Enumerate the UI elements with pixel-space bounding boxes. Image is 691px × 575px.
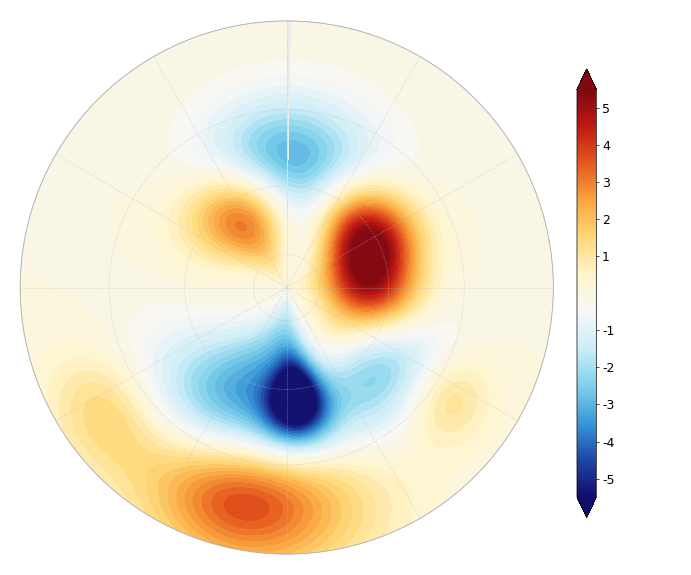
PathPatch shape (577, 497, 596, 518)
Point (281, 283, 292, 292)
Point (281, 283, 292, 292)
Point (281, 283, 292, 292)
Point (281, 283, 292, 292)
Point (281, 283, 292, 292)
Point (281, 283, 292, 292)
Point (281, 283, 292, 292)
Point (281, 283, 292, 292)
Point (281, 283, 292, 292)
Point (281, 283, 292, 292)
Point (281, 283, 292, 292)
Point (281, 283, 292, 292)
Point (281, 283, 292, 292)
Point (281, 283, 292, 292)
Circle shape (20, 21, 553, 554)
Point (281, 283, 292, 292)
Point (281, 283, 292, 292)
Point (281, 283, 292, 292)
Point (281, 283, 292, 292)
Point (281, 283, 292, 292)
Point (281, 283, 292, 292)
Point (281, 283, 292, 292)
Point (281, 283, 292, 292)
Point (281, 283, 292, 292)
Point (281, 283, 292, 292)
Point (281, 283, 292, 292)
Point (281, 283, 292, 292)
Point (281, 283, 292, 292)
Point (281, 283, 292, 292)
Point (281, 283, 292, 292)
Point (281, 283, 292, 292)
Point (281, 283, 292, 292)
Point (281, 283, 292, 292)
Point (281, 283, 292, 292)
Point (281, 283, 292, 292)
PathPatch shape (577, 69, 596, 89)
Point (281, 283, 292, 292)
Point (281, 283, 292, 292)
Point (281, 283, 292, 292)
Point (281, 283, 292, 292)
Point (281, 283, 292, 292)
Point (281, 283, 292, 292)
Point (281, 283, 292, 292)
Point (281, 283, 292, 292)
Point (281, 283, 292, 292)
Point (281, 283, 292, 292)
